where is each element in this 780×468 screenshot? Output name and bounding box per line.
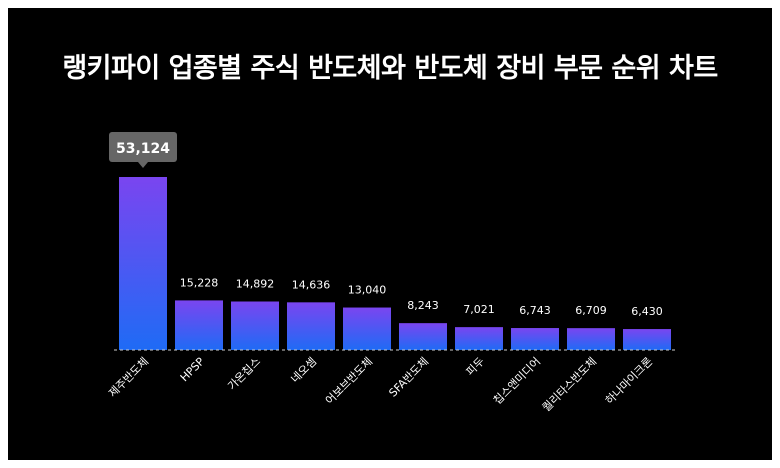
value-label-1: 15,228 <box>180 276 219 289</box>
value-callout-pointer <box>138 162 148 168</box>
value-label-6: 7,021 <box>463 303 495 316</box>
category-label-5: SFA반도체 <box>386 355 431 400</box>
value-label-7: 6,743 <box>519 304 551 317</box>
bar-0 <box>119 177 167 350</box>
bar-9 <box>623 329 671 350</box>
category-label-4: 어보브반도체 <box>323 355 375 407</box>
category-label-6: 피두 <box>464 355 488 379</box>
category-label-3: 네오셈 <box>288 355 319 386</box>
value-label-4: 13,040 <box>348 284 387 297</box>
value-label-8: 6,709 <box>575 304 607 317</box>
category-label-9: 하나마이크론 <box>602 354 655 407</box>
value-label-5: 8,243 <box>407 299 439 312</box>
bar-5 <box>399 323 447 350</box>
value-label-0: 53,124 <box>116 141 170 157</box>
bar-6 <box>455 327 503 350</box>
bar-7 <box>511 328 559 350</box>
category-label-0: 제주반도체 <box>106 355 151 400</box>
value-callout <box>109 132 177 162</box>
category-label-1: HPSP <box>178 355 208 385</box>
value-label-3: 14,636 <box>292 278 331 291</box>
category-label-7: 칩스앤미디어 <box>491 355 543 407</box>
category-label-8: 퀄리타스반도체 <box>540 355 599 414</box>
category-label-2: 가온칩스 <box>225 355 263 393</box>
value-label-9: 6,430 <box>631 305 663 318</box>
value-label-2: 14,892 <box>236 278 275 291</box>
bar-3 <box>287 302 335 350</box>
bar-4 <box>343 307 391 350</box>
bar-8 <box>567 328 615 350</box>
bar-1 <box>175 300 223 350</box>
bar-2 <box>231 301 279 350</box>
chart-title: 랭키파이 업종별 주식 반도체와 반도체 장비 부문 순위 차트 <box>62 53 718 84</box>
